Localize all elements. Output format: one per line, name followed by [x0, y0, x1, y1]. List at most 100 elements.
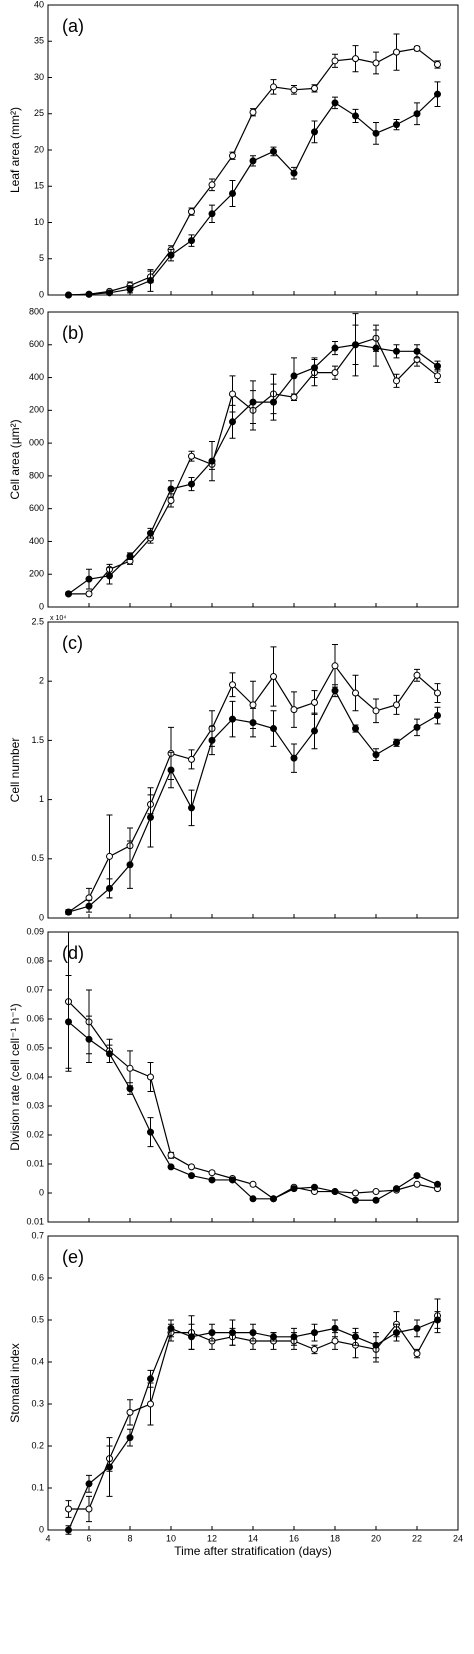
y-tick-label: 0.4	[31, 1356, 44, 1366]
data-point	[106, 852, 113, 860]
y-tick-label: 0.6	[31, 1272, 44, 1282]
data-point	[434, 689, 441, 697]
data-point	[188, 755, 195, 763]
data-point	[106, 1050, 113, 1058]
data-point	[372, 751, 380, 759]
y-tick-label: 600	[29, 339, 44, 349]
data-point	[85, 575, 93, 583]
data-point	[311, 1183, 318, 1191]
data-point	[352, 1333, 359, 1341]
y-tick-label: 0.08	[26, 955, 44, 965]
y-tick-label: 0.3	[31, 1398, 44, 1408]
data-point	[434, 362, 441, 370]
y-axis-label: Cell area (µm²)	[8, 419, 22, 499]
data-point	[229, 1176, 236, 1184]
data-point	[413, 1172, 421, 1180]
data-point	[413, 1350, 421, 1358]
y-tick-label: 800	[29, 306, 44, 316]
data-point	[311, 128, 318, 136]
data-point	[290, 706, 298, 714]
data-point	[147, 1400, 154, 1408]
y-multiplier: x 10⁴	[50, 615, 66, 622]
data-point	[85, 590, 93, 598]
data-point	[372, 59, 380, 67]
y-tick-label: 0.09	[26, 926, 44, 936]
data-point	[413, 723, 421, 731]
data-point	[372, 1188, 380, 1196]
data-point	[352, 689, 359, 697]
data-point	[372, 707, 380, 715]
y-tick-label: 0.1	[31, 1482, 44, 1492]
data-point	[229, 681, 236, 689]
data-point	[229, 152, 236, 160]
y-tick-label: 000	[29, 437, 44, 447]
y-tick-label: 0.5	[31, 1314, 44, 1324]
x-axis-label: Time after stratification (days)	[174, 1544, 332, 1558]
x-tick-label: 14	[248, 1533, 258, 1543]
y-tick-label: 0	[39, 601, 44, 611]
data-point	[311, 699, 318, 707]
y-tick-label: 0	[39, 289, 44, 299]
data-point	[126, 1064, 134, 1072]
data-point	[413, 1324, 421, 1332]
data-point	[188, 1163, 195, 1171]
x-tick-label: 24	[453, 1533, 463, 1543]
series-line	[68, 47, 438, 296]
data-point	[85, 1480, 93, 1488]
data-point	[147, 1073, 154, 1081]
data-point	[65, 291, 72, 299]
data-point	[249, 1329, 257, 1337]
data-point	[188, 480, 195, 488]
y-tick-label: 1	[39, 794, 44, 804]
data-point	[249, 719, 257, 727]
data-point	[65, 590, 72, 598]
data-point	[126, 552, 134, 560]
y-tick-label: 2	[39, 676, 44, 686]
y-tick-label: 0.01	[26, 1216, 44, 1226]
data-point	[85, 1035, 93, 1043]
data-point	[413, 347, 421, 355]
data-point	[167, 485, 175, 493]
data-point	[126, 861, 134, 869]
panel-label: (b)	[62, 323, 84, 343]
data-point	[167, 1151, 175, 1159]
x-tick-label: 6	[86, 1533, 91, 1543]
data-point	[85, 290, 93, 298]
x-tick-label: 4	[45, 1533, 50, 1543]
data-point	[290, 1185, 298, 1193]
data-point	[372, 1196, 380, 1204]
series-line	[68, 1001, 438, 1200]
data-point	[434, 1316, 441, 1324]
y-tick-label: 10	[34, 217, 44, 227]
data-point	[393, 377, 400, 385]
y-tick-label: 35	[34, 36, 44, 46]
y-tick-label: 5	[39, 253, 44, 263]
data-point	[331, 344, 339, 352]
data-point	[167, 496, 175, 504]
data-point	[270, 725, 277, 733]
data-point	[290, 1333, 298, 1341]
data-point	[270, 83, 277, 91]
data-point	[290, 372, 298, 380]
data-point	[311, 1329, 318, 1337]
data-point	[413, 110, 421, 118]
y-tick-label: 25	[34, 108, 44, 118]
data-point	[413, 45, 421, 52]
y-tick-label: 0.5	[31, 853, 44, 863]
data-point	[352, 112, 359, 120]
data-point	[106, 289, 113, 297]
data-point	[393, 1329, 400, 1337]
data-point	[331, 687, 339, 695]
data-point	[352, 55, 359, 63]
data-point	[229, 190, 236, 197]
data-point	[106, 1463, 113, 1471]
data-point	[372, 129, 380, 137]
data-point	[311, 84, 318, 92]
data-point	[65, 1526, 72, 1534]
data-point	[126, 285, 134, 293]
y-tick-label: 600	[29, 503, 44, 513]
y-tick-label: 30	[34, 72, 44, 82]
x-tick-label: 22	[412, 1533, 422, 1543]
y-tick-label: 200	[29, 405, 44, 415]
y-tick-label: 0.7	[31, 1230, 44, 1240]
